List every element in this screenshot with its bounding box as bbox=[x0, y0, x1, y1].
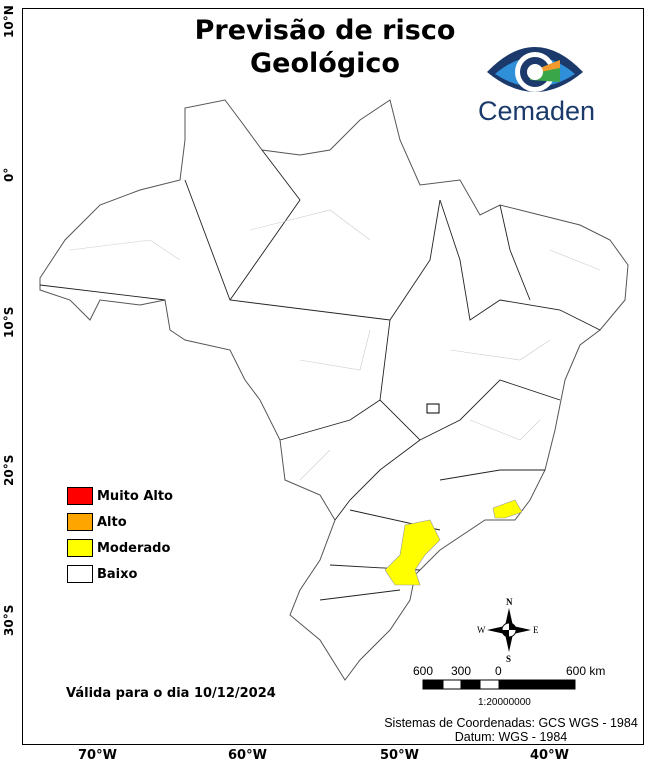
scale-label: 0 bbox=[495, 664, 502, 678]
compass-e: E bbox=[533, 625, 539, 635]
cemaden-logo bbox=[487, 47, 583, 92]
logo-text: Cemaden bbox=[478, 96, 596, 126]
scale-bar bbox=[422, 679, 576, 690]
legend-item-baixo: Baixo bbox=[67, 565, 137, 583]
compass-s: S bbox=[506, 654, 511, 664]
validity-date: Válida para o dia 10/12/2024 bbox=[66, 686, 276, 701]
scale-label: 300 bbox=[451, 664, 472, 678]
federal-district bbox=[426, 403, 440, 414]
legend-label: Muito Alto bbox=[97, 488, 173, 504]
state-borders bbox=[39, 149, 601, 601]
legend-label: Alto bbox=[97, 514, 127, 530]
risk-area-moderado-sul bbox=[384, 519, 441, 586]
legend-item-moderado: Moderado bbox=[67, 539, 170, 557]
map-title: Previsão de risco Geológico bbox=[180, 14, 470, 80]
lon-label: 60°W bbox=[228, 748, 267, 763]
scale-label: 600 bbox=[413, 664, 434, 678]
lat-label: 30°S bbox=[2, 604, 16, 636]
scale-ratio: 1:20000000 bbox=[478, 697, 531, 708]
compass-w: W bbox=[477, 625, 486, 635]
crs-datum: Datum: WGS - 1984 bbox=[454, 730, 568, 744]
legend-item-alto: Alto bbox=[67, 513, 127, 531]
title-line1: Previsão de risco bbox=[194, 15, 456, 46]
lat-label: 10°S bbox=[2, 306, 16, 338]
map-frame bbox=[22, 8, 644, 745]
crs-line1: Sistemas de Coordenadas: GCS WGS - 1984 bbox=[384, 716, 638, 730]
legend-swatch bbox=[67, 513, 93, 531]
legend-swatch bbox=[67, 487, 93, 505]
lat-label: 10°N bbox=[2, 5, 16, 38]
lon-label: 50°W bbox=[380, 748, 419, 763]
title-line2: Geológico bbox=[250, 48, 400, 79]
compass-n: N bbox=[506, 597, 513, 607]
legend-swatch bbox=[67, 539, 93, 557]
legend-swatch bbox=[67, 565, 93, 583]
legend-label: Baixo bbox=[97, 566, 138, 582]
lat-label: 0° bbox=[2, 167, 16, 182]
legend-item-muito-alto: Muito Alto bbox=[67, 487, 173, 505]
coordinate-system: Sistemas de Coordenadas: GCS WGS - 1984 D… bbox=[380, 716, 642, 744]
lon-label: 40°W bbox=[530, 748, 569, 763]
municipal-borders bbox=[69, 209, 601, 481]
compass-rose-icon: N S E W bbox=[477, 597, 539, 664]
risk-area-moderado-sudeste bbox=[492, 499, 523, 519]
scale-label: 600 km bbox=[566, 664, 606, 678]
lon-label: 70°W bbox=[78, 748, 117, 763]
legend-label: Moderado bbox=[97, 540, 171, 556]
lat-label: 20°S bbox=[2, 454, 16, 486]
brazil-outline bbox=[39, 99, 629, 681]
